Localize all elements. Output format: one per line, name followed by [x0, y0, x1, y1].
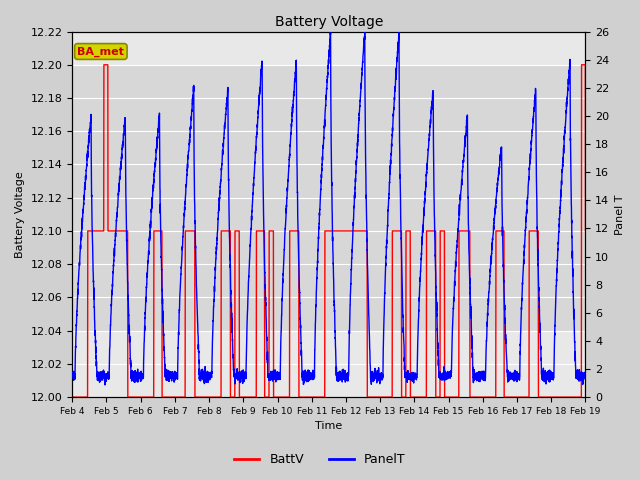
X-axis label: Time: Time	[316, 421, 342, 432]
Y-axis label: Panel T: Panel T	[615, 194, 625, 235]
Y-axis label: Battery Voltage: Battery Voltage	[15, 171, 25, 258]
Text: BA_met: BA_met	[77, 47, 124, 57]
Title: Battery Voltage: Battery Voltage	[275, 15, 383, 29]
Legend: BattV, PanelT: BattV, PanelT	[229, 448, 411, 471]
Bar	[72, 65, 586, 331]
